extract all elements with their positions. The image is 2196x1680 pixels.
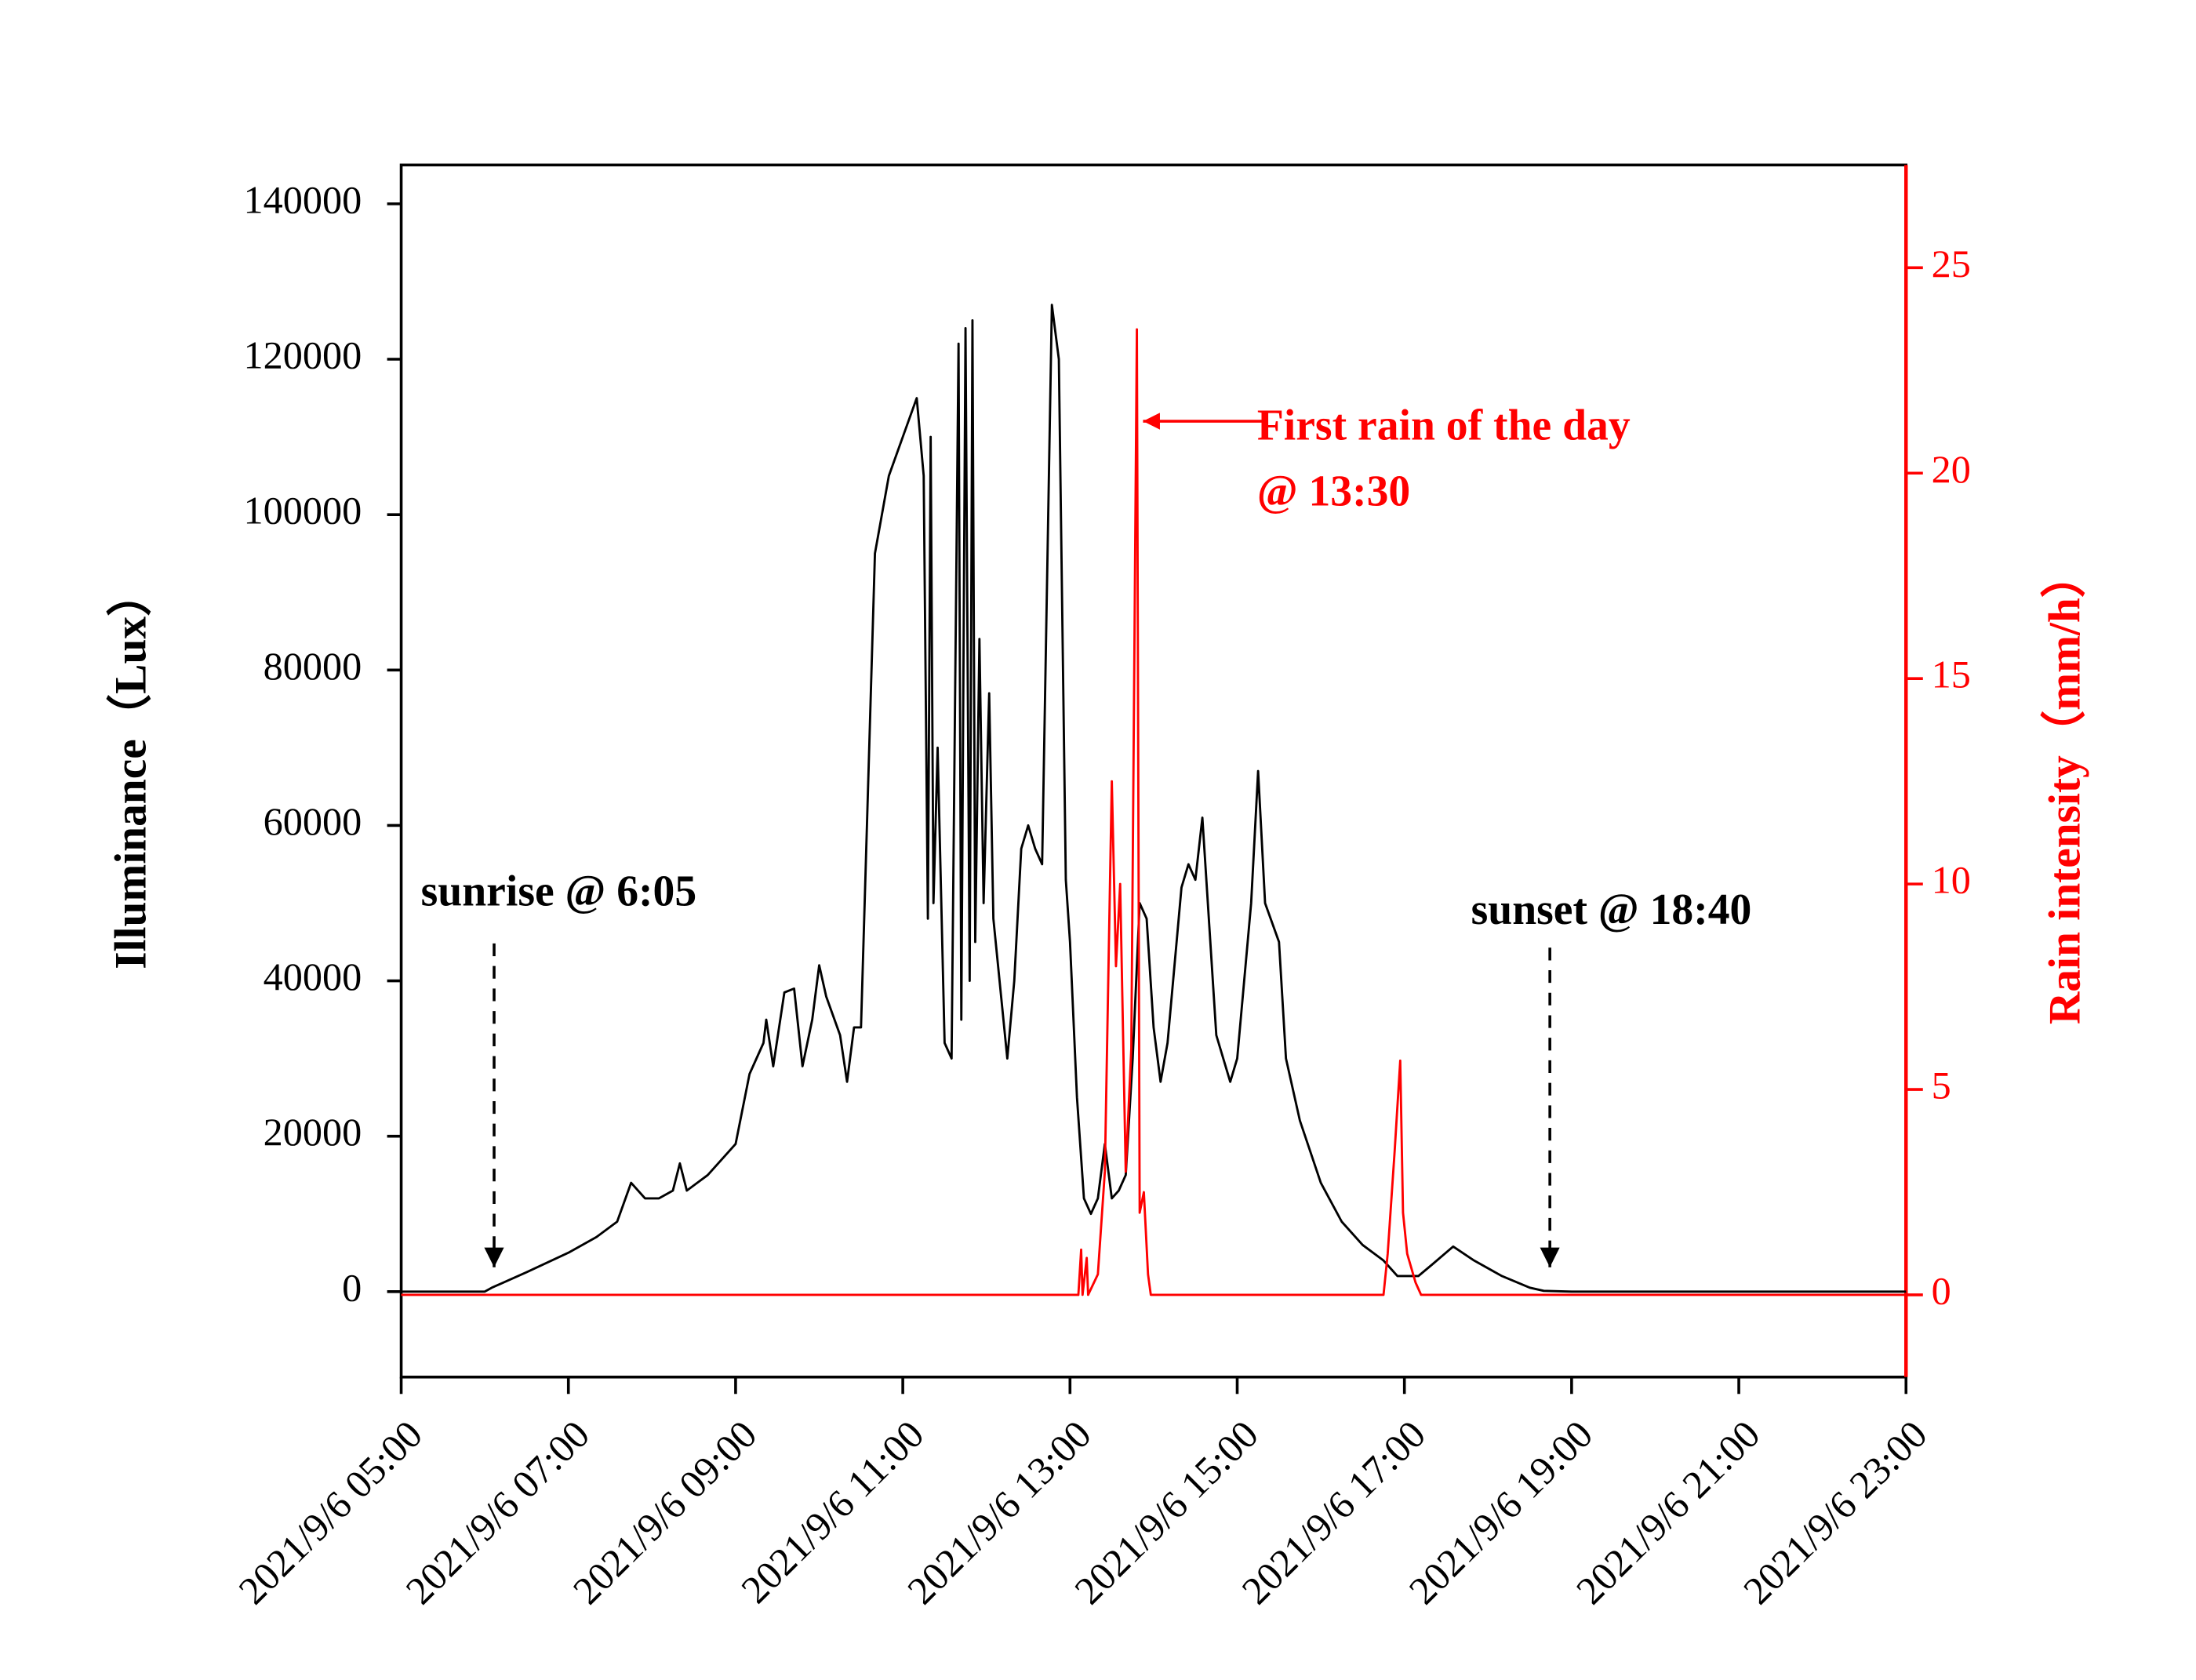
series-line — [401, 328, 1907, 1296]
y-tick-label: 20000 — [264, 1110, 362, 1154]
y-tick-label: 0 — [342, 1265, 362, 1309]
y-tick-label: 140000 — [244, 177, 362, 221]
y-axis-title: Illuminance（Lux） — [105, 571, 155, 969]
y2-tick-label: 10 — [1932, 858, 1971, 902]
y-tick-label: 80000 — [264, 644, 362, 688]
series-line — [401, 304, 1907, 1293]
y2-axis-title: Rain intensity（mm/h） — [2040, 553, 2090, 1024]
y2-tick-label: 15 — [1932, 653, 1971, 696]
y2-tick-label: 0 — [1932, 1269, 1951, 1313]
rain-label-time: @ 13:30 — [1257, 467, 1410, 516]
y-tick-label: 60000 — [264, 799, 362, 843]
y-tick-label: 120000 — [244, 333, 362, 377]
y2-tick-label: 25 — [1932, 242, 1971, 285]
y-tick-label: 40000 — [264, 955, 362, 998]
y-tick-label: 100000 — [244, 489, 362, 533]
y2-tick-label: 20 — [1932, 447, 1971, 491]
rain-label: First rain of the day — [1257, 401, 1631, 449]
sunset-label: sunset @ 18:40 — [1471, 885, 1752, 934]
y2-tick-label: 5 — [1932, 1064, 1951, 1107]
sunrise-label: sunrise @ 6:05 — [421, 867, 697, 915]
